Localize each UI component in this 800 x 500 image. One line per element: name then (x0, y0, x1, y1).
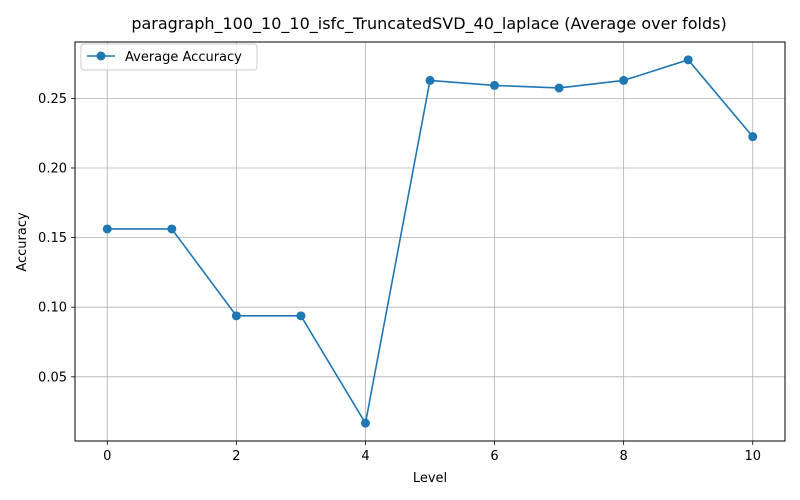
data-point (167, 224, 177, 234)
x-axis-title: Level (413, 471, 447, 486)
tick-layer: 0 2 4 6 8 10 0.05 0.10 0.15 0.20 0.25 (38, 92, 761, 464)
legend-frame (80, 43, 258, 71)
data-point (425, 75, 435, 85)
plot-area (75, 42, 785, 441)
y-tick-label: 0.05 (38, 370, 67, 385)
x-tick-label: 4 (361, 449, 369, 464)
data-point (296, 311, 306, 321)
legend: Average Accuracy (80, 43, 258, 71)
data-point (360, 418, 370, 428)
data-point (748, 132, 758, 142)
data-point (683, 55, 693, 65)
y-tick-label: 0.25 (38, 92, 67, 107)
data-point (490, 80, 500, 90)
x-tick-label: 8 (619, 449, 627, 464)
data-point (554, 83, 564, 93)
legend-marker-swatch (96, 51, 106, 61)
plot-frame (74, 41, 786, 442)
x-tick-label: 0 (103, 449, 111, 464)
data-point (231, 311, 241, 321)
chart-title: paragraph_100_10_10_isfc_TruncatedSVD_40… (131, 14, 726, 34)
grid (75, 42, 785, 441)
x-tick-label: 2 (232, 449, 240, 464)
y-axis-title: Accuracy (15, 212, 30, 272)
legend-label: Average Accuracy (125, 50, 242, 65)
y-tick-label: 0.20 (38, 161, 67, 176)
data-point (619, 75, 629, 85)
y-tick-label: 0.15 (38, 231, 67, 246)
y-tick-label: 0.10 (38, 301, 67, 316)
series-layer (102, 55, 758, 428)
x-tick-label: 10 (744, 449, 761, 464)
x-tick-label: 6 (490, 449, 498, 464)
data-point (102, 224, 112, 234)
